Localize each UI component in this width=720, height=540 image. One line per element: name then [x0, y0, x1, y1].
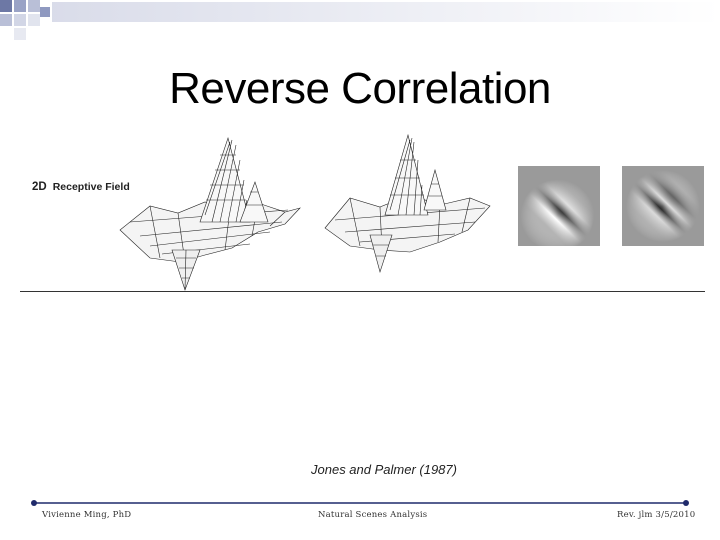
footer-course: Natural Scenes Analysis	[318, 510, 428, 520]
receptive-field-label: 2D Receptive Field	[32, 181, 130, 193]
footer-revision: Rev. jlm 3/5/2010	[617, 510, 696, 520]
citation: Jones and Palmer (1987)	[311, 462, 457, 477]
slide-title: Reverse Correlation	[169, 64, 551, 113]
mesh-plot-1	[119, 136, 301, 291]
figure-divider	[20, 291, 705, 292]
receptive-field-figure	[119, 133, 491, 291]
gabor-patch-2	[622, 166, 704, 246]
footer-divider	[31, 500, 689, 506]
label-prefix: 2D	[32, 181, 47, 193]
label-text: Receptive Field	[52, 181, 130, 193]
gabor-patch-1	[518, 166, 600, 246]
mesh-plot-2	[324, 133, 491, 274]
footer-author: Vivienne Ming, PhD	[42, 510, 132, 520]
corner-decoration	[0, 0, 720, 40]
